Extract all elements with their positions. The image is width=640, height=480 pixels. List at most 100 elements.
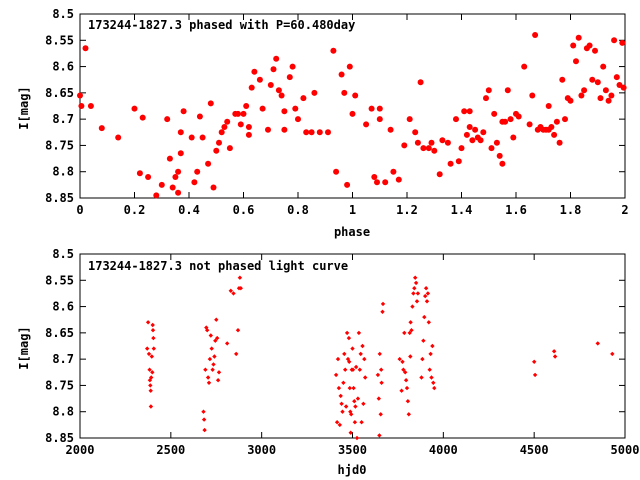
data-point bbox=[408, 320, 413, 325]
data-point bbox=[145, 346, 150, 351]
data-point bbox=[417, 79, 424, 86]
data-point bbox=[245, 124, 252, 130]
phased-light-curve-panel: 173244-1827.3 phased with P=60.480day ph… bbox=[17, 7, 629, 239]
data-point bbox=[205, 328, 210, 333]
data-point bbox=[444, 139, 451, 146]
unphased-light-curve-panel: 173244-1827.3 not phased light curve hjd… bbox=[17, 247, 639, 477]
data-point bbox=[421, 338, 426, 343]
data-point bbox=[346, 335, 352, 341]
data-point bbox=[295, 116, 301, 123]
data-point bbox=[409, 328, 414, 333]
data-point bbox=[131, 105, 138, 112]
data-point bbox=[405, 399, 411, 404]
data-point bbox=[151, 346, 156, 351]
data-point bbox=[341, 380, 346, 385]
data-point bbox=[352, 92, 359, 99]
data-point bbox=[521, 63, 528, 70]
data-point bbox=[428, 139, 435, 146]
data-point bbox=[423, 293, 428, 299]
data-point bbox=[243, 103, 250, 109]
data-point bbox=[353, 404, 358, 409]
data-point bbox=[208, 333, 213, 338]
data-point bbox=[551, 349, 557, 354]
data-point bbox=[463, 131, 470, 138]
y-tick-label: 8.55 bbox=[45, 33, 74, 47]
axis-ticks: 0 0.2 0.4 0.6 0.8 1 1.2 1.4 1.6 1.8 2 8.5 8.55 8.6 8.6… bbox=[45, 7, 629, 217]
data-point bbox=[602, 87, 609, 94]
data-point bbox=[175, 189, 182, 196]
data-point bbox=[529, 92, 536, 99]
data-point bbox=[466, 108, 473, 115]
data-point bbox=[209, 346, 214, 351]
data-point bbox=[425, 145, 432, 152]
data-point bbox=[403, 378, 409, 383]
data-point bbox=[358, 351, 363, 357]
data-point bbox=[153, 192, 160, 199]
data-point bbox=[390, 168, 397, 175]
data-point bbox=[414, 299, 420, 304]
data-point bbox=[349, 412, 354, 417]
x-tick-label: 1.8 bbox=[560, 203, 582, 217]
data-point bbox=[496, 152, 503, 159]
data-point bbox=[212, 354, 217, 359]
data-point bbox=[620, 84, 627, 91]
x-tick-label: 3000 bbox=[247, 443, 276, 457]
data-point bbox=[439, 137, 446, 144]
data-point bbox=[215, 378, 221, 383]
data-point bbox=[532, 32, 539, 38]
data-point bbox=[510, 134, 517, 141]
data-point bbox=[611, 37, 618, 44]
y-tick-label: 8.7 bbox=[52, 112, 74, 126]
data-point bbox=[256, 76, 263, 83]
x-tick-label: 1 bbox=[349, 203, 356, 217]
data-point bbox=[363, 121, 370, 128]
data-point bbox=[216, 370, 222, 375]
data-point bbox=[350, 367, 356, 372]
data-point bbox=[360, 343, 365, 349]
data-point bbox=[180, 108, 187, 115]
data-point bbox=[589, 76, 596, 83]
data-point bbox=[586, 42, 593, 49]
data-point bbox=[397, 356, 402, 362]
data-point bbox=[98, 125, 105, 132]
x-tick-label: 4500 bbox=[520, 443, 549, 457]
y-tick-label: 8.6 bbox=[52, 60, 74, 74]
data-point bbox=[376, 105, 383, 112]
data-point bbox=[357, 367, 362, 372]
data-point bbox=[406, 116, 413, 123]
y-tick-label: 8.65 bbox=[45, 326, 74, 340]
data-point bbox=[515, 113, 522, 120]
data-point bbox=[581, 87, 588, 94]
x-tick-label: 2500 bbox=[156, 443, 185, 457]
x-tick-label: 5000 bbox=[611, 443, 640, 457]
data-point bbox=[335, 356, 341, 362]
data-point bbox=[401, 367, 406, 372]
data-point bbox=[146, 351, 152, 357]
data-point bbox=[139, 114, 146, 121]
data-point bbox=[286, 74, 293, 81]
data-point bbox=[420, 145, 427, 152]
data-point bbox=[281, 108, 288, 115]
data-point bbox=[207, 100, 214, 107]
data-point bbox=[480, 129, 487, 136]
data-point bbox=[431, 380, 436, 385]
data-point bbox=[303, 129, 310, 136]
data-point bbox=[235, 110, 241, 117]
data-point bbox=[431, 147, 438, 154]
axis-ticks: 2000 2500 3000 3500 4000 4500 5000 8.5 8.55 8.6 8.… bbox=[45, 247, 639, 457]
x-tick-label: 1.6 bbox=[505, 203, 527, 217]
data-point bbox=[466, 124, 473, 130]
data-point bbox=[151, 335, 156, 341]
data-point bbox=[201, 417, 207, 422]
data-point bbox=[411, 291, 416, 296]
data-point bbox=[424, 299, 430, 304]
data-point bbox=[281, 126, 288, 133]
data-point bbox=[619, 39, 626, 46]
data-point bbox=[240, 110, 247, 117]
data-point bbox=[224, 118, 231, 125]
x-axis-label: hjd0 bbox=[338, 463, 367, 477]
data-point bbox=[567, 97, 574, 104]
x-tick-label: 1.2 bbox=[396, 203, 418, 217]
data-point bbox=[145, 320, 151, 325]
data-point bbox=[545, 103, 552, 109]
